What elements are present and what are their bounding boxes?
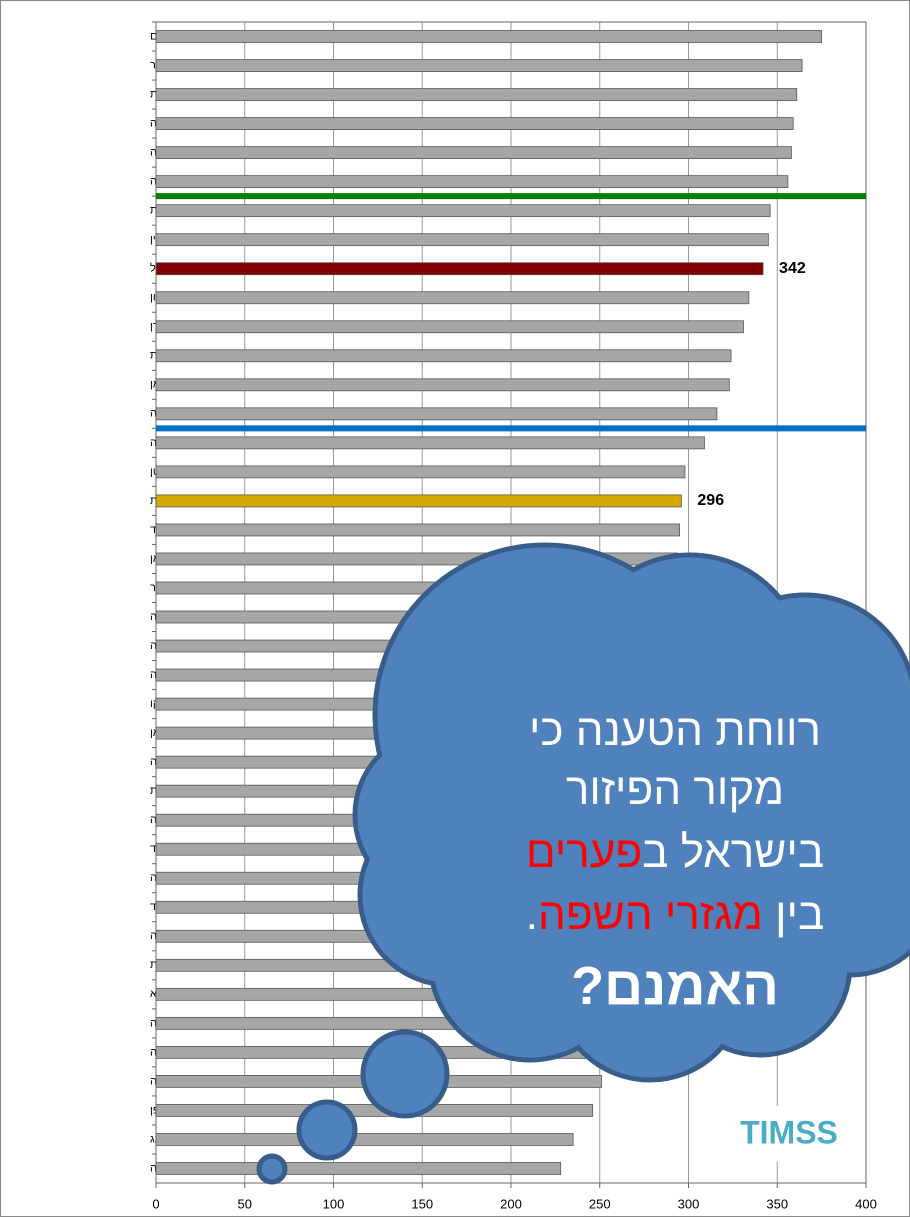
callout-text: בין מגזרי השפה. <box>526 890 825 939</box>
bar <box>156 321 744 333</box>
chart: 050100150200250300350400מצריםקטארכוויתבו… <box>0 0 910 1217</box>
callout-segment: בישראל ב <box>642 828 824 877</box>
x-tick-label: 150 <box>411 1196 433 1211</box>
data-label: 342 <box>779 260 806 277</box>
bar <box>156 437 704 449</box>
x-tick-label: 350 <box>766 1196 788 1211</box>
bar <box>156 408 717 420</box>
bar <box>156 350 731 362</box>
page: 050100150200250300350400מצריםקטארכוויתבו… <box>0 0 910 1217</box>
bar <box>156 1133 573 1145</box>
bar <box>156 89 797 101</box>
x-tick-label: 250 <box>589 1196 611 1211</box>
bar <box>156 118 793 130</box>
callout-segment: מקור הפיזור <box>566 765 784 814</box>
bar <box>156 466 685 478</box>
bar <box>156 234 768 246</box>
callout-segment: רווחת הטענה כי <box>529 706 821 755</box>
data-label: 296 <box>697 492 724 509</box>
callout-segment: האמנם? <box>571 956 779 1016</box>
cloud-bubble <box>363 1032 447 1116</box>
callout-text: רווחת הטענה כי <box>529 706 821 755</box>
logo: TIMSS <box>740 1114 838 1150</box>
bar <box>156 31 822 43</box>
bar <box>156 1162 561 1174</box>
bar <box>156 205 770 217</box>
bar <box>156 60 802 72</box>
x-tick-label: 50 <box>238 1196 252 1211</box>
x-tick-label: 0 <box>152 1196 159 1211</box>
callout-segment: פערים <box>526 828 642 877</box>
bar <box>156 524 680 536</box>
callout-segment: . <box>526 890 538 939</box>
callout-segment: מגזרי השפה <box>538 890 763 939</box>
x-tick-label: 200 <box>500 1196 522 1211</box>
bar <box>156 379 729 391</box>
callout-segment: בין <box>763 890 824 939</box>
callout-text: מקור הפיזור <box>566 765 784 814</box>
cloud-bubble <box>299 1102 355 1158</box>
bar <box>156 263 763 275</box>
callout-text: האמנם? <box>571 956 779 1016</box>
bar <box>156 147 791 159</box>
bar <box>156 495 681 507</box>
x-tick-label: 100 <box>323 1196 345 1211</box>
cloud-bubble <box>259 1156 285 1182</box>
bar <box>156 176 788 188</box>
bar <box>156 292 749 304</box>
callout-text: בישראל בפערים <box>526 828 824 877</box>
x-tick-label: 300 <box>678 1196 700 1211</box>
x-tick-label: 400 <box>855 1196 877 1211</box>
